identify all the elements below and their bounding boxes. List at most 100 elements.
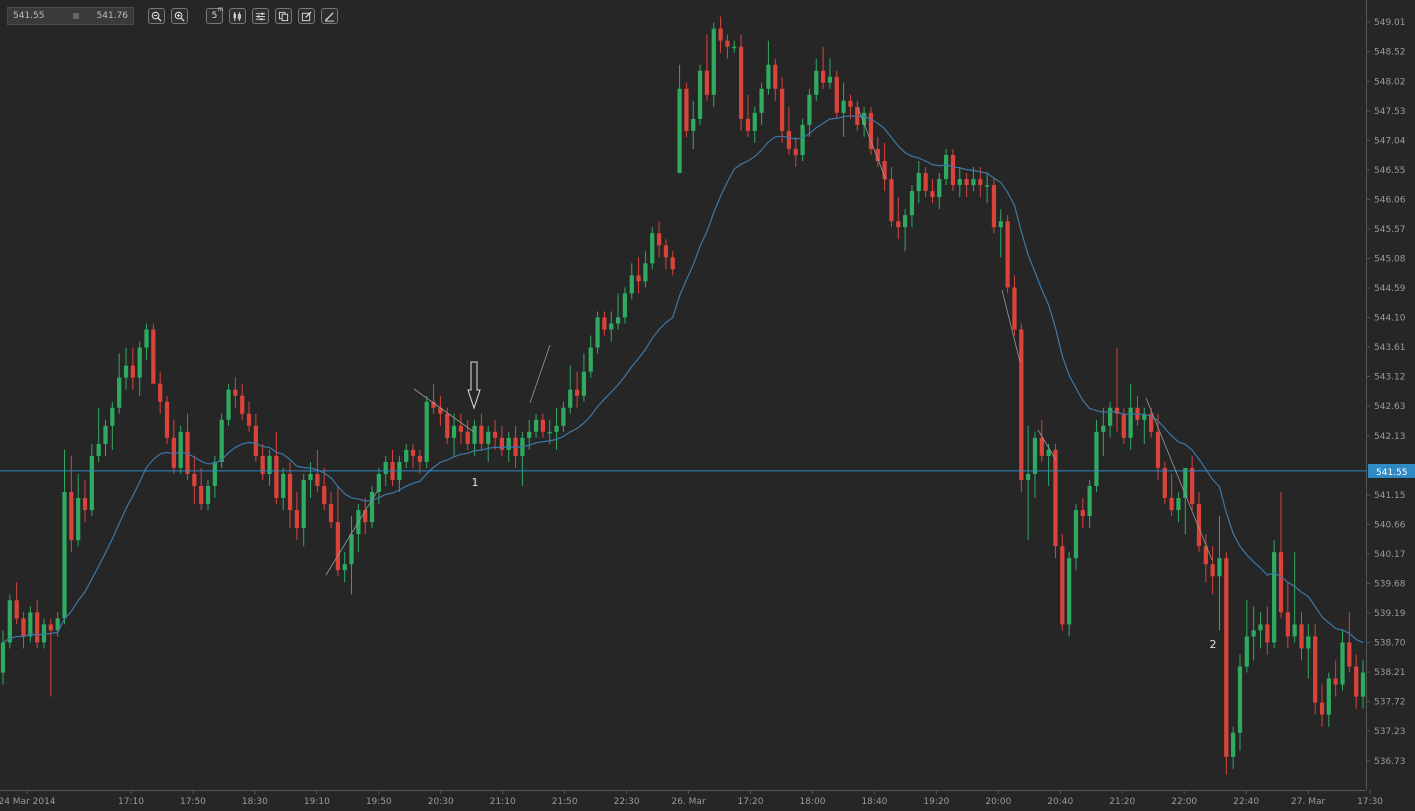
x-tick-label: 17:20 xyxy=(738,797,764,807)
x-tick-label: 21:20 xyxy=(1109,797,1135,807)
bull-candle xyxy=(1292,624,1297,637)
bull-candle xyxy=(732,46,737,49)
bear-candle xyxy=(923,173,928,192)
bear-candle xyxy=(35,612,40,643)
bear-candle xyxy=(192,473,197,486)
bear-candle xyxy=(1265,624,1270,643)
annotation-label-1: 1 xyxy=(472,476,479,489)
bear-candle xyxy=(636,275,641,282)
bull-candle xyxy=(110,407,115,426)
bear-candle xyxy=(1019,329,1024,480)
indicators-button[interactable] xyxy=(252,8,269,24)
bull-candle xyxy=(1073,510,1079,559)
bull-candle xyxy=(677,88,682,174)
x-tick-label: 18:40 xyxy=(861,797,887,807)
bull-candle xyxy=(267,455,272,474)
copy-button[interactable] xyxy=(275,8,292,24)
down-arrow-icon xyxy=(467,361,481,410)
bull-candle xyxy=(1101,425,1106,432)
bull-candle xyxy=(985,185,990,187)
draw-tools-icon xyxy=(324,11,335,22)
draw-tools-button[interactable] xyxy=(321,8,338,24)
bear-candle xyxy=(1278,552,1284,613)
bull-candle xyxy=(533,419,539,432)
bull-candle xyxy=(937,179,942,198)
bear-candle xyxy=(704,70,710,95)
bull-candle xyxy=(383,461,388,474)
bull-candle xyxy=(451,425,457,438)
bear-candle xyxy=(499,437,505,450)
bear-candle xyxy=(69,491,74,541)
x-tick-label: 21:10 xyxy=(490,797,516,807)
bull-candle xyxy=(547,431,552,434)
copy-icon xyxy=(278,11,289,21)
bear-candle xyxy=(930,191,935,198)
bear-candle xyxy=(793,148,798,155)
bull-candle xyxy=(76,498,81,541)
bid-price: 541.55 xyxy=(13,11,45,21)
x-tick-label: 26. Mar xyxy=(671,797,705,807)
bull-candle xyxy=(711,28,716,95)
bull-candle xyxy=(308,473,313,480)
bull-candle xyxy=(123,365,129,378)
bull-candle xyxy=(554,425,559,432)
y-tick-label: 547.53 xyxy=(1374,107,1406,117)
bear-candle xyxy=(738,46,744,119)
bull-candle xyxy=(957,179,962,186)
chart-type-button[interactable] xyxy=(229,8,246,24)
bull-candle xyxy=(766,64,771,89)
bear-candle xyxy=(991,185,997,228)
bull-candle xyxy=(568,389,573,408)
bull-candle xyxy=(89,455,94,511)
bull-candle xyxy=(1183,467,1188,499)
bull-candle xyxy=(1142,413,1147,420)
bear-candle xyxy=(465,431,470,444)
bull-candle xyxy=(62,491,67,619)
bull-candle xyxy=(561,407,566,426)
bear-candle xyxy=(1005,221,1010,288)
bear-candle xyxy=(848,100,853,107)
x-tick-label: 19:50 xyxy=(366,797,392,807)
bear-candle xyxy=(602,317,607,330)
bear-candle xyxy=(1299,624,1304,649)
bear-candle xyxy=(21,618,26,637)
bull-candle xyxy=(1251,630,1256,637)
y-tick-label: 538.70 xyxy=(1374,638,1406,648)
x-tick-label: 22:40 xyxy=(1233,797,1259,807)
bull-candle xyxy=(281,473,286,499)
bear-candle xyxy=(855,106,860,125)
zoom-in-button[interactable] xyxy=(171,8,188,24)
current-price-tag xyxy=(1368,463,1415,478)
bear-candle xyxy=(363,510,368,523)
y-tick-label: 544.10 xyxy=(1374,313,1406,323)
bear-candle xyxy=(199,485,204,505)
bear-candle xyxy=(335,522,340,571)
bear-candle xyxy=(14,600,19,619)
bear-candle xyxy=(950,154,956,186)
bull-candle xyxy=(424,401,429,462)
y-tick-label: 549.01 xyxy=(1374,18,1406,28)
bear-candle xyxy=(718,28,723,41)
x-tick-label: 17:30 xyxy=(1357,797,1383,807)
bear-candle xyxy=(725,40,730,47)
current-price-label: 541.55 xyxy=(1376,468,1408,478)
bull-candle xyxy=(1306,636,1311,649)
bull-candle xyxy=(1176,498,1181,511)
bid-ask-box: 541.55 541.76 xyxy=(7,7,134,25)
bear-candle xyxy=(1039,437,1044,456)
bull-candle xyxy=(909,191,915,216)
bear-candle xyxy=(240,395,245,414)
bull-candle xyxy=(178,431,183,468)
y-tick-label: 538.21 xyxy=(1374,668,1406,678)
bear-candle xyxy=(1354,666,1359,697)
edit-button[interactable] xyxy=(298,8,315,24)
bull-candle xyxy=(902,215,908,228)
zoom-out-button[interactable] xyxy=(148,8,165,24)
bear-candle xyxy=(882,161,887,180)
bear-candle xyxy=(287,473,293,511)
bear-candle xyxy=(868,112,874,149)
bull-candle xyxy=(588,347,593,372)
